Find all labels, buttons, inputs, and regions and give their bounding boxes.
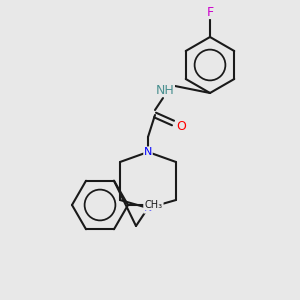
Text: F: F <box>206 5 214 19</box>
Text: NH: NH <box>156 83 174 97</box>
Text: O: O <box>176 121 186 134</box>
Text: N: N <box>144 147 152 157</box>
Text: N: N <box>144 203 152 213</box>
Text: CH₃: CH₃ <box>145 200 163 210</box>
